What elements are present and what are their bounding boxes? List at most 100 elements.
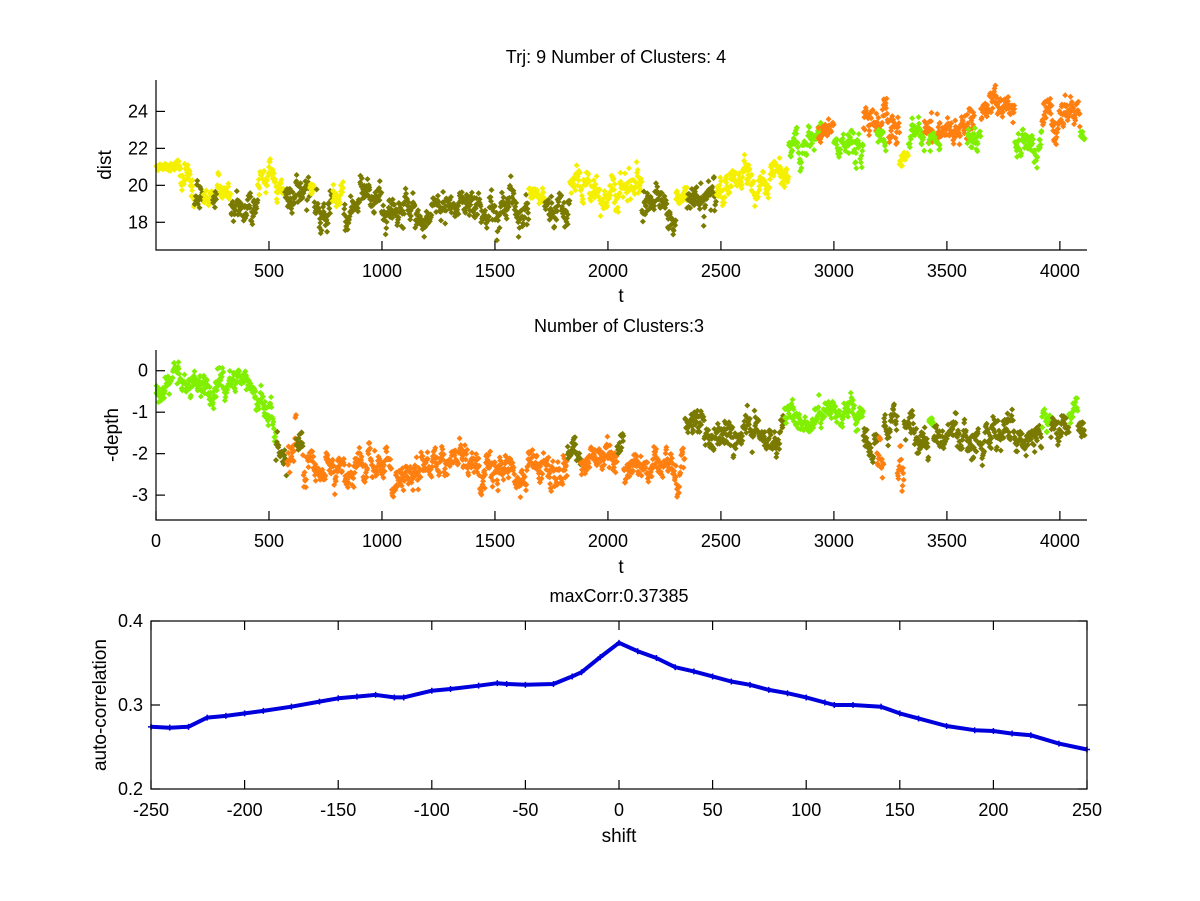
data-point bbox=[540, 189, 547, 196]
data-point bbox=[964, 111, 971, 118]
data-point bbox=[845, 150, 852, 157]
data-point bbox=[670, 231, 677, 238]
data-point bbox=[256, 185, 263, 191]
data-point bbox=[714, 420, 721, 427]
data-point bbox=[341, 201, 348, 208]
data-point bbox=[977, 128, 983, 135]
data-point bbox=[836, 408, 843, 415]
data-point bbox=[961, 416, 968, 423]
data-point bbox=[779, 167, 786, 174]
data-point bbox=[830, 121, 837, 128]
data-point bbox=[169, 374, 176, 381]
data-point bbox=[1069, 414, 1076, 420]
data-point bbox=[187, 392, 194, 399]
data-point bbox=[428, 212, 435, 219]
data-point bbox=[189, 177, 196, 184]
data-point bbox=[586, 178, 593, 185]
data-point bbox=[525, 216, 532, 223]
data-point bbox=[336, 199, 343, 206]
data-point bbox=[630, 467, 636, 474]
data-point bbox=[879, 119, 886, 126]
data-point bbox=[853, 150, 859, 157]
data-point bbox=[895, 120, 902, 127]
x-tick-label: 200 bbox=[978, 800, 1008, 820]
data-point bbox=[380, 202, 387, 209]
data-point bbox=[721, 199, 728, 206]
data-point bbox=[744, 402, 751, 409]
data-point bbox=[376, 178, 383, 185]
data-point bbox=[999, 109, 1006, 115]
data-point bbox=[776, 446, 783, 453]
line-series bbox=[148, 639, 1090, 753]
data-point bbox=[1004, 410, 1011, 417]
data-point bbox=[331, 491, 338, 498]
data-point bbox=[274, 199, 281, 206]
data-point bbox=[662, 450, 669, 457]
data-point bbox=[606, 442, 613, 449]
data-point bbox=[883, 95, 890, 102]
data-point bbox=[987, 439, 994, 446]
data-point bbox=[746, 421, 752, 428]
data-point bbox=[978, 114, 985, 121]
segment-cluster-1 bbox=[1066, 395, 1081, 426]
data-point bbox=[885, 442, 892, 449]
data-point bbox=[243, 212, 250, 219]
data-point bbox=[853, 165, 860, 172]
data-point bbox=[927, 148, 934, 154]
data-point bbox=[363, 474, 370, 481]
data-point bbox=[371, 447, 378, 454]
data-point bbox=[403, 463, 410, 470]
data-point bbox=[1037, 141, 1044, 148]
data-point bbox=[616, 190, 623, 196]
y-tick-label: -2 bbox=[132, 444, 148, 464]
data-point bbox=[592, 181, 599, 188]
x-tick-label: 250 bbox=[1072, 800, 1102, 820]
data-point bbox=[879, 474, 886, 481]
data-point bbox=[227, 190, 234, 197]
data-point bbox=[746, 166, 753, 172]
data-point bbox=[356, 444, 363, 451]
data-point bbox=[180, 181, 187, 188]
data-point bbox=[318, 227, 325, 234]
line-point bbox=[400, 694, 407, 701]
data-point bbox=[626, 165, 632, 172]
x-tick-label: 2500 bbox=[701, 261, 741, 281]
data-point bbox=[882, 411, 889, 418]
data-point bbox=[973, 448, 980, 455]
chart-title: Trj: 9 Number of Clusters: 4 bbox=[506, 47, 726, 67]
segment-cluster-2 bbox=[682, 402, 787, 461]
data-point bbox=[476, 196, 483, 203]
y-tick-label: -1 bbox=[132, 402, 148, 422]
segment-cluster-1 bbox=[713, 151, 792, 210]
data-point bbox=[1063, 102, 1070, 109]
data-point bbox=[380, 474, 387, 481]
ticks: -250 -200 -150 -100 -50 0 50 100 150 200 250 0.2 0.3… bbox=[118, 611, 1102, 820]
data-point bbox=[765, 194, 772, 201]
data-point bbox=[905, 152, 912, 159]
data-point bbox=[777, 428, 784, 435]
data-point bbox=[481, 485, 488, 492]
data-point bbox=[790, 406, 797, 413]
y-tick-label: 20 bbox=[128, 175, 148, 195]
data-point bbox=[1034, 154, 1041, 161]
data-point bbox=[339, 189, 346, 196]
line-point bbox=[260, 707, 267, 714]
data-point bbox=[798, 165, 805, 171]
data-point bbox=[617, 169, 624, 176]
data-point bbox=[620, 438, 626, 444]
data-point bbox=[494, 480, 501, 487]
data-point bbox=[371, 209, 378, 216]
data-point bbox=[890, 406, 897, 413]
data-point bbox=[882, 140, 888, 147]
data-point bbox=[422, 223, 429, 230]
data-point bbox=[741, 151, 748, 158]
data-point bbox=[1027, 436, 1034, 443]
data-point bbox=[435, 198, 442, 205]
data-point bbox=[545, 454, 552, 461]
data-point bbox=[970, 454, 977, 461]
data-point bbox=[400, 487, 407, 494]
data-point bbox=[644, 459, 651, 466]
data-point bbox=[1038, 128, 1045, 134]
data-point bbox=[789, 147, 796, 154]
segment-cluster-4 bbox=[1039, 92, 1083, 148]
